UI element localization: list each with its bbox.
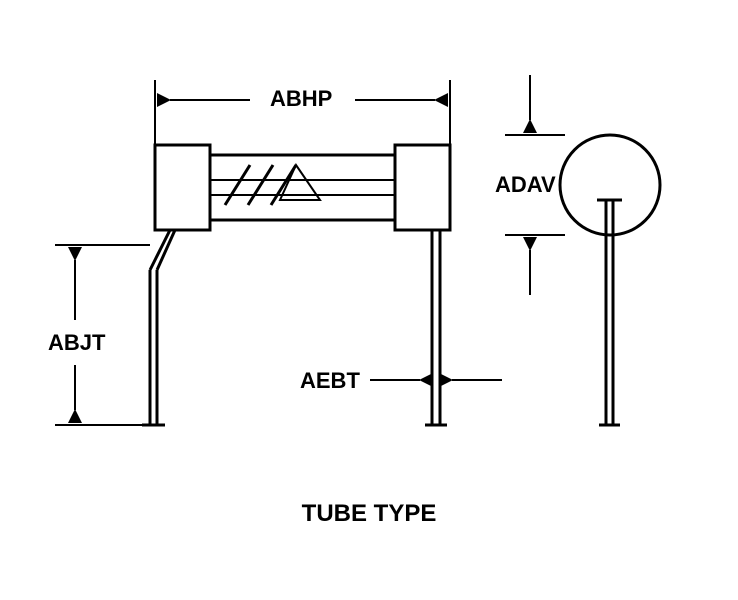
- diagram-canvas: ABHP ADAV ABJT AEBT TUBE TYPE: [0, 0, 738, 600]
- label-aebt: AEBT: [300, 368, 360, 394]
- label-adav: ADAV: [495, 172, 556, 198]
- label-abjt: ABJT: [48, 330, 105, 356]
- diagram-title: TUBE TYPE: [0, 500, 738, 528]
- label-abhp: ABHP: [270, 86, 332, 112]
